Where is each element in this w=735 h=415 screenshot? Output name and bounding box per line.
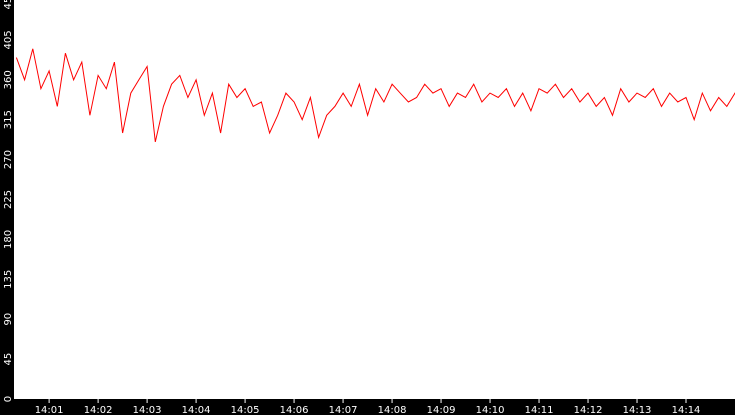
y-tick-label: 270 [3, 150, 14, 169]
x-tick-label: 14:14 [672, 405, 701, 415]
y-axis: 0 45 90 135 180 225 270 315 360 405 450 [3, 0, 14, 402]
x-tick-label: 14:11 [525, 405, 554, 415]
plot-area [14, 0, 735, 399]
y-tick-label: 90 [3, 313, 14, 326]
y-tick-label: 360 [3, 70, 14, 89]
y-tick-label: 135 [3, 270, 14, 289]
x-tick-label: 14:10 [476, 405, 505, 415]
x-tick-label: 14:12 [574, 405, 603, 415]
x-tick-label: 14:08 [378, 405, 407, 415]
series-line [15, 48, 735, 143]
x-tick-label: 14:07 [329, 405, 358, 415]
y-tick-label: 315 [3, 110, 14, 129]
y-tick-label: 45 [3, 353, 14, 366]
y-tick-label: 0 [3, 396, 14, 402]
y-tick-label: 450 [3, 0, 14, 10]
x-tick-label: 14:06 [280, 405, 309, 415]
x-tick-label: 14:01 [35, 405, 64, 415]
x-tick-label: 14:03 [133, 405, 162, 415]
y-tick-label: 405 [3, 30, 14, 49]
x-tick-label: 14:02 [84, 405, 113, 415]
y-tick-label: 225 [3, 190, 14, 209]
y-tick-label: 180 [3, 230, 14, 249]
x-tick-label: 14:05 [231, 405, 260, 415]
x-tick-label: 14:09 [427, 405, 456, 415]
x-tick-label: 14:13 [623, 405, 652, 415]
x-tick-label: 14:04 [182, 405, 211, 415]
x-axis: 14:01 14:02 14:03 14:04 14:05 14:06 14:07 14:08… [35, 399, 701, 415]
